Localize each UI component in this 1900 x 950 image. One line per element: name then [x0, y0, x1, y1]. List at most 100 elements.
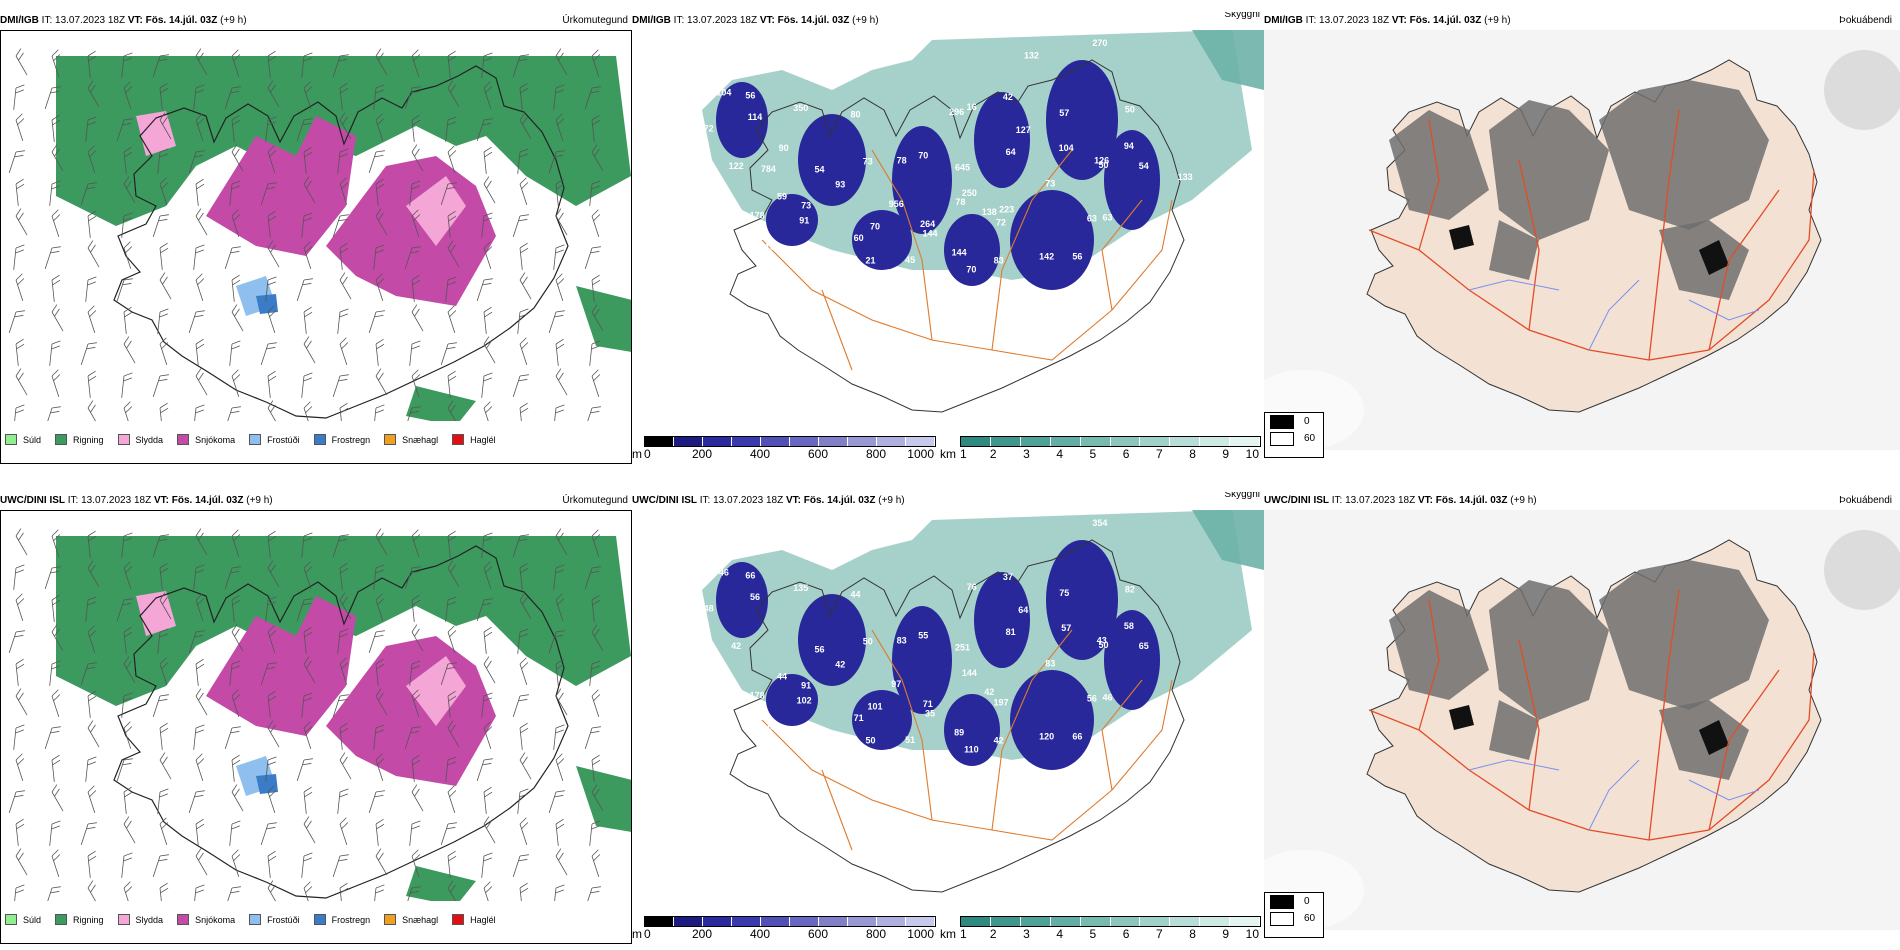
- cloud-base-value: 104: [716, 88, 731, 98]
- cloud-base-area: [892, 126, 952, 234]
- cloud-base-value: 63: [1087, 213, 1097, 223]
- offset-label: (+9 h): [220, 15, 247, 26]
- visibility-scale-tick: 9: [1222, 927, 1230, 941]
- legend-item: Frostregn: [313, 914, 371, 925]
- cloudbase-scale-segment: [848, 437, 877, 446]
- cloud-base-value: 54: [1139, 161, 1149, 171]
- cloud-base-value: 250: [962, 188, 977, 198]
- legend-label: Frostregn: [331, 914, 371, 925]
- visibility-scale-tick: 4: [1056, 447, 1063, 461]
- cloud-base-area: [944, 214, 1000, 286]
- cloud-base-area: [892, 606, 952, 714]
- legend-label: Snæhagl: [402, 914, 439, 925]
- cloud-base-value: 35: [925, 709, 935, 719]
- legend-item: Slydda: [117, 914, 164, 925]
- it-value: 13.07.2023 18Z: [687, 15, 758, 26]
- cloud-base-value: 71: [854, 713, 864, 723]
- visibility-scale-segment: [1200, 437, 1231, 446]
- cloud-base-value: 264: [920, 219, 935, 229]
- panel-header: UWC/DINI ISL IT: 13.07.2023 18Z VT: Fös.…: [632, 492, 1264, 510]
- it-label: IT:: [41, 15, 53, 26]
- visibility-scale-unit: km: [940, 447, 956, 461]
- panel-title: Úrkomutegund: [562, 15, 628, 26]
- cloudbase-scale-segment: [790, 437, 819, 446]
- legend-swatch: [177, 434, 190, 445]
- it-label: IT:: [1331, 495, 1343, 506]
- vt-label: VT:: [759, 15, 775, 26]
- visibility-scale-segment: [990, 917, 1021, 926]
- cloud-base-value: 73: [801, 200, 811, 210]
- visibility-scale-segment: [1020, 917, 1051, 926]
- visibility-scale-segment: [1140, 917, 1171, 926]
- fog-index-area: [1699, 720, 1729, 755]
- cloud-base-value: 45: [905, 255, 915, 265]
- visibility-scale-segment: [1170, 437, 1201, 446]
- cloud-base-value: 56: [745, 90, 755, 100]
- cloudbase-scale-segment: [819, 917, 848, 926]
- cloud-base-value: 42: [984, 687, 994, 697]
- it-value: 13.07.2023 18Z: [713, 495, 784, 506]
- legend-item: Snjókoma: [177, 914, 235, 925]
- visibility-scale-tick: 3: [1023, 927, 1030, 941]
- cloud-base-value: 133: [1178, 172, 1193, 182]
- visibility-scale-tick: 2: [989, 447, 997, 461]
- cloud-base-value: 83: [897, 635, 907, 645]
- freezing-rain-area: [256, 774, 278, 794]
- cloudbase-scale-tick: 400: [749, 927, 771, 941]
- fog-index-area: [1449, 705, 1474, 730]
- it-value: 13.07.2023 18Z: [1319, 15, 1390, 26]
- legend-swatch: [117, 434, 130, 445]
- fog-legend-label: 0: [1304, 416, 1310, 427]
- cloud-base-value: 270: [1092, 38, 1107, 48]
- cloud-base-value: 51: [905, 735, 915, 745]
- fog-index-area: [1489, 100, 1609, 240]
- legend-item: Súld: [5, 914, 41, 925]
- fog-legend-item: 0: [1265, 413, 1323, 430]
- cloudbase-scale-segment: [906, 917, 935, 926]
- cloud-base-value: 337: [1143, 231, 1158, 241]
- fog-panel-1: DMI/IGB IT: 13.07.2023 18Z VT: Fös. 14.j…: [1264, 12, 1900, 464]
- cloud-base-value: 42: [835, 659, 845, 669]
- road-network: [1368, 109, 1815, 361]
- cloud-base-value: 197: [993, 698, 1008, 708]
- precip-map-frame: Súld Rigning Slydda Snjókoma Frostúði Frostre…: [0, 510, 632, 944]
- cloud-base-value: 60: [854, 233, 864, 243]
- cloud-base-value: 144: [962, 668, 977, 678]
- snow-area: [206, 116, 356, 256]
- cloud-base-value: 296: [949, 107, 964, 117]
- fog-legend-swatch: [1270, 911, 1294, 926]
- cloudbase-scale-segment: [645, 917, 674, 926]
- visibility-scale-bar: [960, 916, 1261, 927]
- cloud-base-value: 46: [719, 568, 729, 578]
- cloud-base-value: 138: [982, 207, 997, 217]
- visibility-scale-1: km 1 2 3 4 5 6 7 8 9 10: [940, 436, 1265, 461]
- cloud-base-value: 83: [994, 255, 1004, 265]
- model-label: UWC/DINI ISL: [1264, 495, 1329, 506]
- cloud-base-value: 72: [996, 218, 1006, 228]
- cloudbase-scale-bar: [644, 436, 936, 447]
- it-value: 13.07.2023 18Z: [55, 15, 126, 26]
- it-label: IT:: [1305, 15, 1317, 26]
- cloudbase-map-frame: 56 56 55 81 75 65 120 101 102 89 66 42 83 64 57 58 66 71 9…: [632, 510, 1264, 944]
- cloud-base-value: 44: [850, 590, 860, 600]
- vt-value: Fös. 14.júl. 03Z: [145, 15, 218, 26]
- fog-index-area: [1824, 530, 1900, 610]
- panel-header: DMI/IGB IT: 13.07.2023 18Z VT: Fös. 14.j…: [632, 12, 1264, 30]
- legend-label: Slydda: [135, 914, 164, 925]
- legend-item: Rigning: [55, 434, 104, 445]
- legend-label: Frostregn: [331, 434, 371, 445]
- fog-map: [1264, 510, 1900, 930]
- legend-item: Súld: [5, 434, 41, 445]
- precip-legend: Súld Rigning Slydda Snjókoma Frostúði Frostre…: [5, 914, 510, 925]
- cloudbase-scale-tick: 800: [865, 447, 887, 461]
- coastline: [729, 539, 1185, 893]
- cloud-base-value: 93: [835, 179, 845, 189]
- wind-barbs: [8, 528, 604, 901]
- cloud-base-value: 37: [1003, 572, 1013, 582]
- visibility-scale-2: km 1 2 3 4 5 6 7 8 9 10: [940, 916, 1265, 941]
- cloud-base-area: [716, 82, 768, 158]
- visibility-scale-segment: [1020, 437, 1051, 446]
- visibility-scale-tick: 9: [1222, 447, 1230, 461]
- legend-label: Frostúði: [267, 914, 300, 925]
- cloud-base-area: [1046, 540, 1118, 660]
